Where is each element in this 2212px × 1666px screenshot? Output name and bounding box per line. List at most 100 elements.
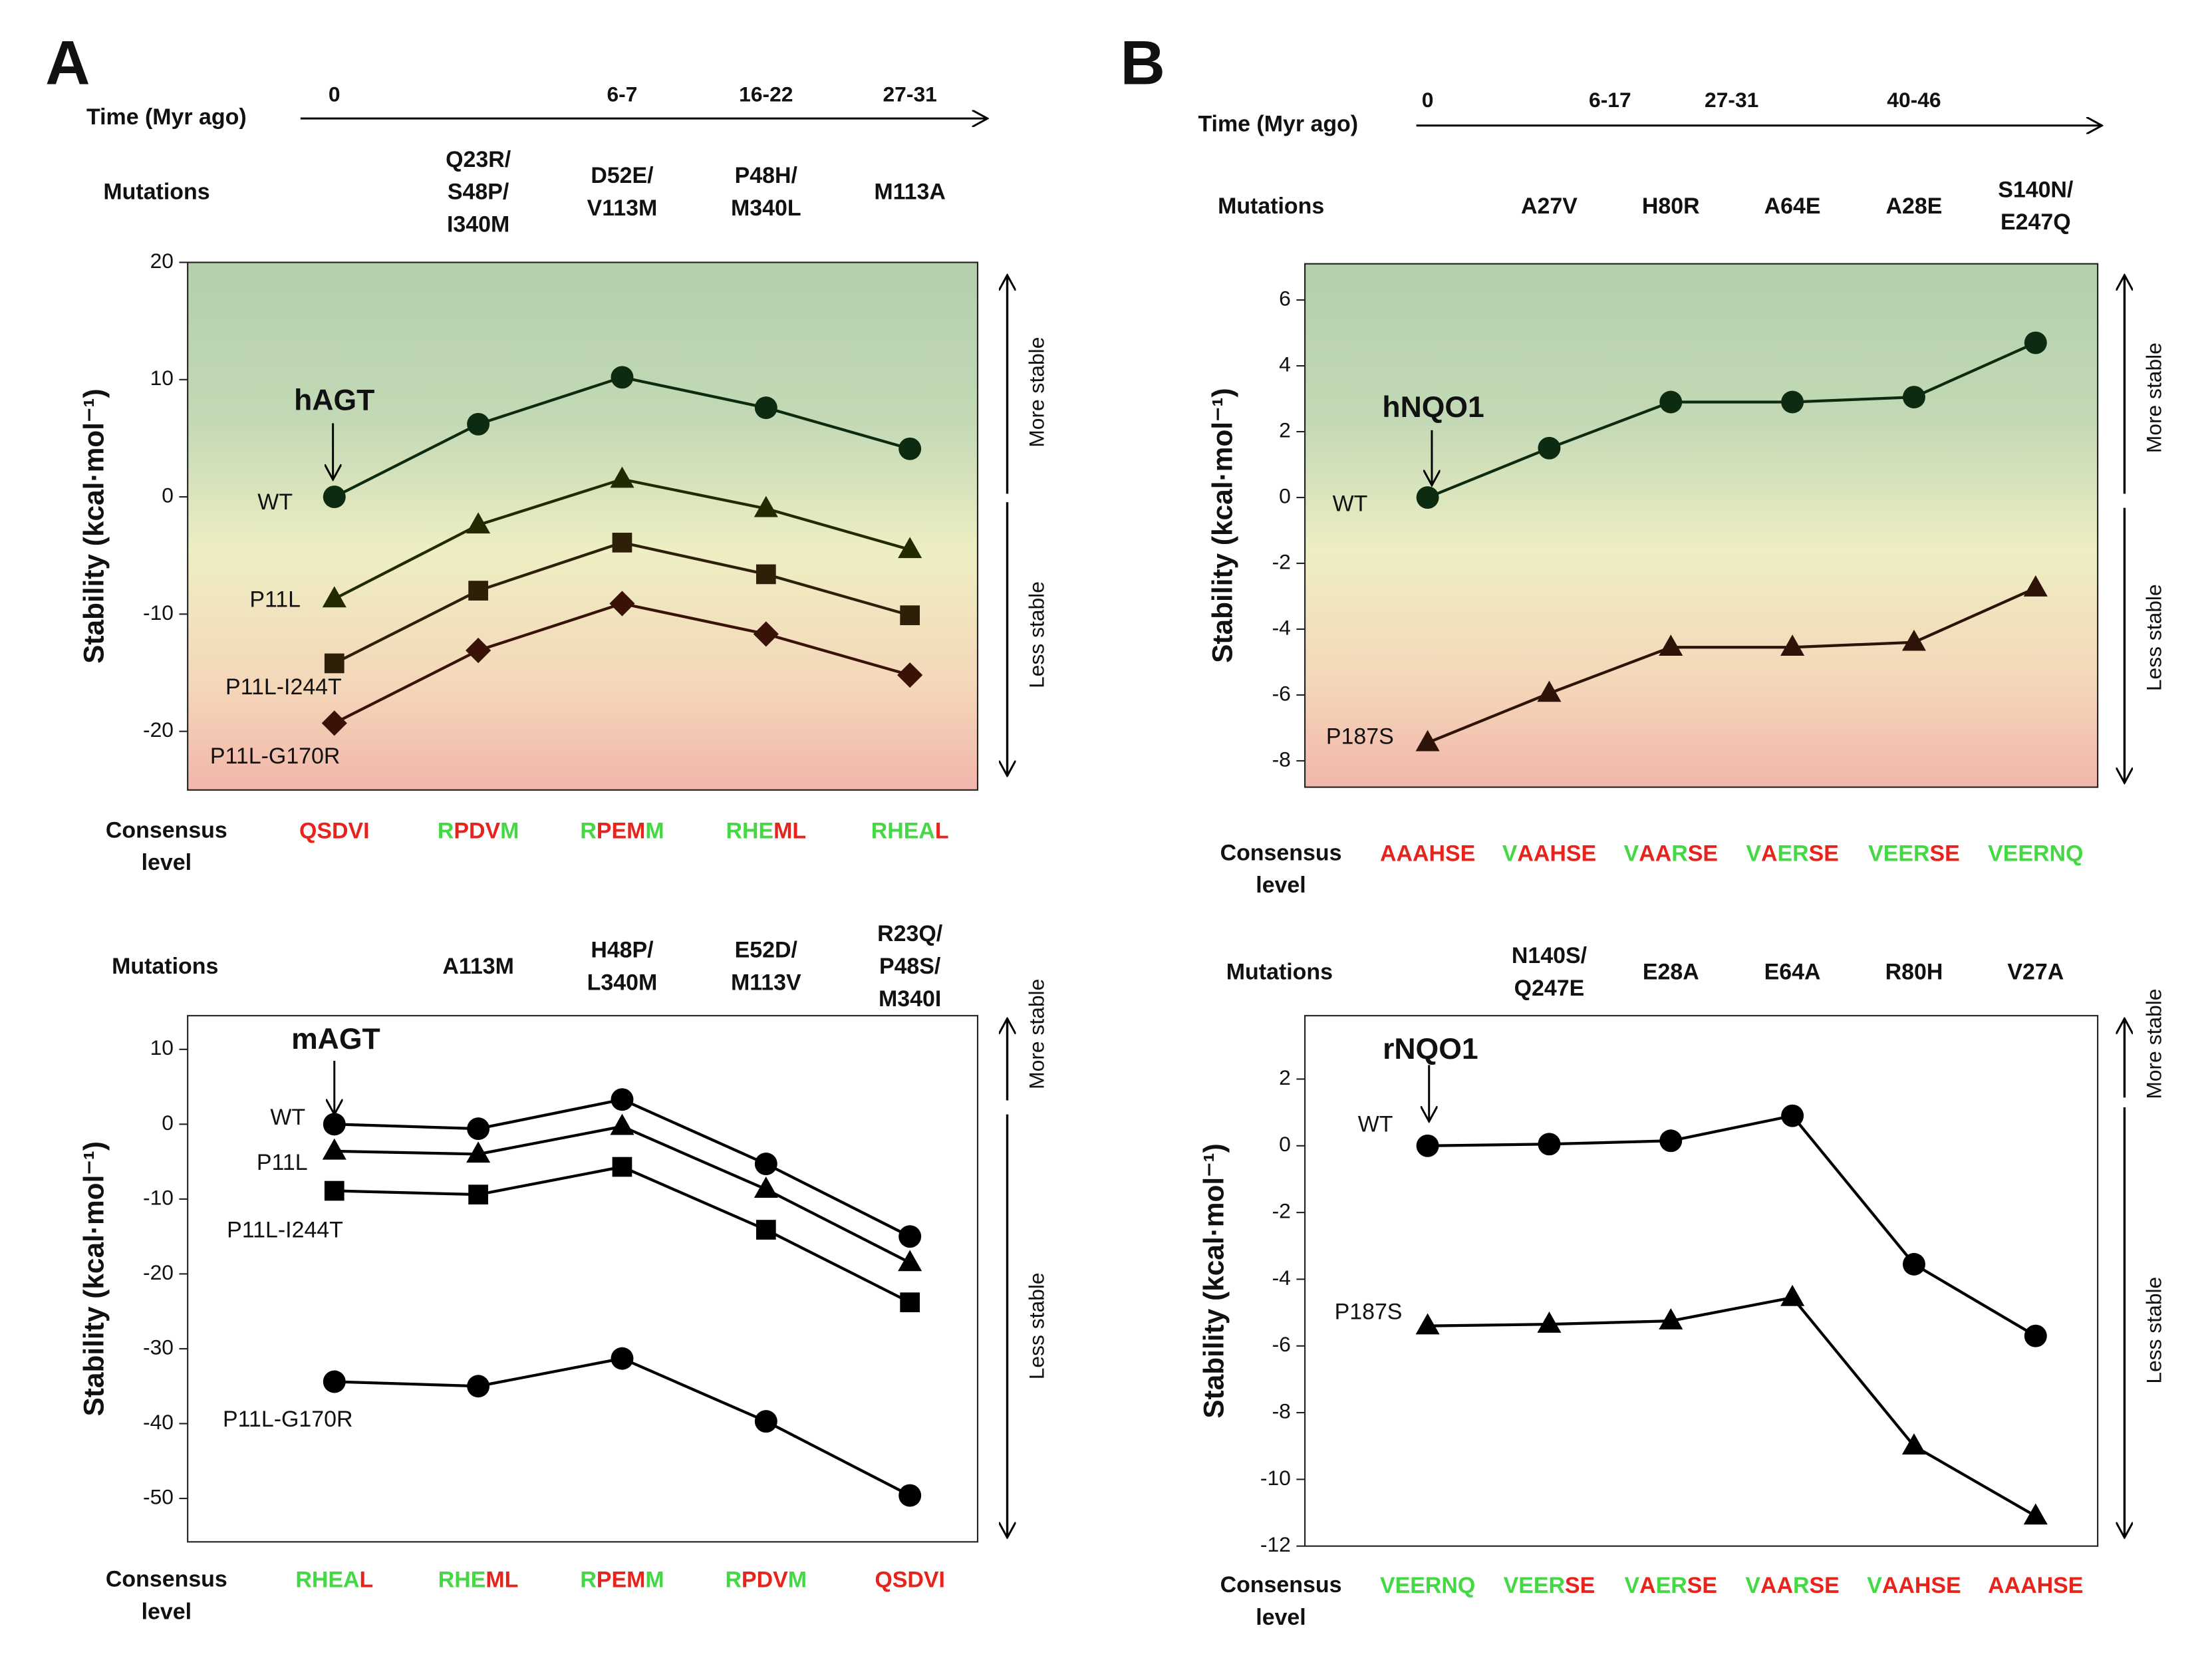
point — [754, 1153, 777, 1175]
time-label: Time (Myr ago) — [1198, 112, 1358, 137]
plot-area — [187, 1015, 979, 1543]
series-label: P11L-I244T — [225, 674, 342, 700]
consensus-part: ML — [773, 818, 806, 843]
consensus: VEERSE — [1504, 1573, 1595, 1598]
point — [1780, 1284, 1805, 1306]
mutation: E64A — [1764, 960, 1821, 985]
consensus: VAARSE — [1745, 1573, 1839, 1598]
time-tick-label: 6-17 — [1589, 88, 1631, 112]
point — [899, 1225, 922, 1248]
consensus: VEERSE — [1868, 841, 1960, 866]
consensus-part: SE — [1809, 841, 1839, 866]
y-tick-label: -10 — [1260, 1466, 1291, 1490]
consensus-part: AA — [1639, 841, 1671, 866]
plot-area — [1304, 263, 2099, 788]
consensus-part: AAAHSE — [1380, 841, 1475, 866]
consensus-part: AAHSE — [1517, 841, 1596, 866]
more-label: More stable — [2142, 343, 2165, 453]
less-label: Less stable — [1025, 581, 1049, 688]
point — [1902, 386, 1925, 409]
y-tick-label: -12 — [1260, 1532, 1291, 1556]
y-tick-label: -20 — [143, 1260, 174, 1284]
point — [2023, 575, 2048, 597]
point — [898, 537, 922, 559]
consensus-label: level — [142, 850, 192, 875]
series-label: P11L — [257, 1150, 308, 1175]
series-label: P11L-G170R — [210, 744, 340, 769]
consensus-part: L — [359, 1568, 373, 1593]
consensus-label: Consensus — [106, 1567, 227, 1592]
consensus-part: QSDVI — [299, 818, 370, 843]
consensus-label: Consensus — [1220, 1572, 1342, 1597]
point — [466, 1141, 491, 1163]
series-line — [1427, 341, 2036, 499]
consensus-part: AAHSE — [1882, 1573, 1961, 1598]
point — [1415, 730, 1440, 752]
mutation: L340M — [587, 970, 658, 995]
point — [1659, 634, 1683, 656]
consensus-part: SE — [1565, 1573, 1595, 1598]
consensus-part: V — [1745, 1573, 1760, 1598]
consensus: RPDVM — [726, 1568, 807, 1593]
mutation: R80H — [1885, 960, 1943, 985]
y-axis-label: Stability (kcal·mol⁻¹) — [1198, 1143, 1230, 1419]
consensus-part: VEER — [1504, 1573, 1565, 1598]
mutation: R23Q/ — [877, 921, 943, 946]
point — [467, 412, 490, 436]
consensus-part: SE — [1688, 841, 1718, 866]
y-tick-label: -40 — [143, 1410, 174, 1434]
y-tick-label: 10 — [150, 1036, 174, 1059]
consensus: VEERNQ — [1380, 1573, 1475, 1598]
consensus-part: PDV — [454, 818, 500, 843]
mutation: H80R — [1642, 194, 1700, 219]
point — [754, 1410, 777, 1433]
less-label: Less stable — [2142, 1277, 2165, 1384]
mutation: V113M — [587, 196, 658, 221]
mutation: V27A — [2007, 960, 2064, 985]
mutations-label: Mutations — [103, 180, 209, 205]
consensus-label: Consensus — [1220, 840, 1342, 865]
point — [1659, 1129, 1683, 1153]
point — [1538, 436, 1561, 460]
point — [898, 1250, 922, 1272]
panel-label: B — [1120, 28, 1165, 97]
point — [612, 1157, 632, 1177]
consensus-part: RHEA — [295, 1568, 359, 1593]
consensus-part: QSDVI — [875, 1568, 945, 1593]
point — [1416, 486, 1439, 509]
mutations-label: Mutations — [1218, 194, 1324, 219]
consensus: AAAHSE — [1988, 1573, 2083, 1598]
consensus: QSDVI — [875, 1568, 945, 1593]
point — [900, 605, 920, 625]
y-tick-label: 0 — [1279, 484, 1291, 507]
mutation: D52E/ — [591, 163, 654, 188]
mutation: Q23R/ — [446, 147, 511, 172]
point — [466, 637, 491, 664]
series-label: P11L — [249, 587, 301, 613]
mutation: A27V — [1521, 194, 1578, 219]
mutation: S140N/ — [1998, 177, 2074, 202]
point — [467, 1375, 490, 1398]
mutation: Q247E — [1514, 976, 1585, 1001]
consensus-part: R — [580, 1568, 596, 1593]
consensus-part: ER — [1656, 1573, 1687, 1598]
consensus-part: VEERNQ — [1380, 1573, 1475, 1598]
y-axis-label: Stability (kcal·mol⁻¹) — [78, 388, 110, 664]
consensus: VAAHSE — [1867, 1573, 1961, 1598]
mutation: E247Q — [2001, 209, 2071, 235]
annotation: mAGT — [291, 1023, 380, 1055]
consensus-part: R — [1671, 841, 1688, 866]
point — [322, 1138, 346, 1160]
point — [324, 653, 345, 674]
consensus-part: A — [1761, 841, 1777, 866]
consensus: VAERSE — [1746, 841, 1839, 866]
consensus-part: VEERNQ — [1988, 841, 2083, 866]
series-label: WT — [270, 1105, 305, 1130]
mutations-label: Mutations — [1226, 960, 1333, 985]
plot-area — [1304, 1015, 2099, 1547]
consensus-part: ER — [1777, 841, 1808, 866]
point — [321, 710, 347, 736]
mutation: M340I — [879, 986, 941, 1012]
point — [1415, 1313, 1440, 1335]
consensus: RPDVM — [438, 818, 519, 843]
